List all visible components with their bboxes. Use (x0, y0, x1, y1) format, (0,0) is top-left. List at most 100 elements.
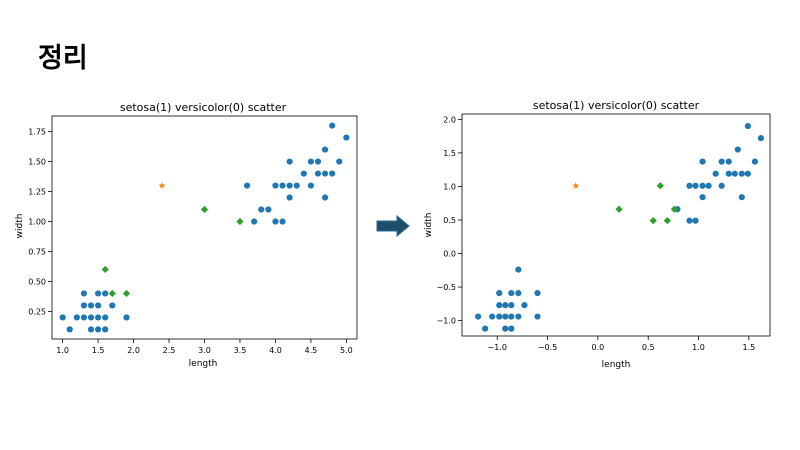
data-point (534, 313, 541, 320)
data-point (692, 217, 699, 224)
data-point (336, 158, 343, 165)
x-tick-label: 5.0 (340, 346, 353, 355)
x-tick-label: 4.5 (305, 346, 318, 355)
data-point (123, 314, 130, 321)
x-tick-label: 1.5 (742, 343, 755, 352)
data-point (307, 182, 314, 189)
right-arrow-icon (376, 214, 410, 238)
data-point (243, 182, 251, 189)
data-point (87, 326, 95, 333)
data-point (738, 194, 745, 201)
x-tick-label: 2.0 (127, 346, 140, 355)
data-point (87, 314, 95, 321)
x-axis-label: length (189, 359, 218, 369)
plot-area (51, 115, 358, 340)
data-point (251, 218, 258, 225)
y-tick-label: 1.50 (28, 158, 46, 167)
x-tick-label: 1.5 (92, 346, 105, 355)
data-point (73, 314, 80, 321)
x-tick-label: −0.5 (538, 343, 557, 352)
data-point (734, 146, 741, 153)
y-tick-label: 1.5 (443, 149, 456, 158)
slide-title: 정리 (38, 43, 88, 74)
scatter-chart-original: setosa(1) versicolor(0) scatter 1.0 1.5 2.… (15, 101, 358, 369)
data-point-diamond (649, 217, 657, 225)
x-tick-label: 0.5 (642, 343, 655, 352)
y-axis: −1.0 −0.5 0.0 0.5 1.0 1.5 2.0 (437, 115, 462, 326)
x-axis-label: length (602, 360, 631, 370)
plot-area (461, 113, 771, 337)
data-point-star (158, 181, 166, 189)
data-point (508, 313, 515, 320)
data-point (300, 170, 307, 177)
data-point (95, 326, 102, 333)
x-tick-label: 1.0 (56, 346, 69, 355)
x-tick-label: 3.0 (198, 346, 211, 355)
data-point-star (572, 182, 580, 189)
y-tick-label: −0.5 (437, 283, 456, 292)
data-point (87, 302, 95, 309)
data-point (80, 302, 88, 309)
data-point (502, 325, 509, 332)
data-point (329, 122, 336, 129)
data-point (272, 218, 279, 225)
data-point (725, 170, 732, 177)
y-tick-label: −1.0 (437, 317, 456, 326)
y-axis: 0.25 0.50 0.75 1.00 1.25 1.50 1.75 (28, 128, 52, 316)
x-axis: −1.0 −0.5 0.0 0.5 1.0 1.5 (488, 336, 755, 352)
data-point (66, 326, 73, 333)
arrow-shape (376, 214, 410, 238)
data-point (705, 182, 712, 189)
data-point (725, 158, 732, 165)
x-tick-label: 1.0 (692, 343, 705, 352)
data-point (321, 146, 329, 153)
data-point (102, 314, 109, 321)
data-points (475, 122, 765, 332)
data-point (738, 170, 745, 177)
data-point (692, 182, 699, 189)
y-tick-label: 0.0 (443, 250, 456, 259)
data-point (95, 302, 102, 309)
y-tick-label: 0.50 (28, 277, 46, 286)
data-point (718, 182, 725, 189)
data-point (109, 302, 116, 309)
data-point (496, 289, 503, 297)
data-point (59, 314, 66, 321)
data-point (286, 182, 293, 189)
data-point (80, 314, 88, 321)
data-point (265, 206, 272, 213)
data-point (744, 122, 751, 130)
data-point-diamond (108, 289, 116, 298)
data-point (502, 313, 509, 320)
y-tick-label: 1.0 (443, 182, 456, 191)
data-point (307, 158, 314, 165)
data-point-diamond (656, 182, 664, 190)
data-point-diamond (670, 205, 678, 213)
data-point (475, 313, 482, 320)
data-point (757, 135, 765, 142)
data-point (102, 326, 109, 333)
data-point (80, 290, 88, 297)
data-point-diamond (615, 205, 623, 213)
data-point (699, 182, 706, 189)
data-point (95, 314, 102, 321)
data-point (496, 302, 503, 309)
y-tick-label: 1.75 (28, 128, 46, 137)
x-tick-label: 0.0 (592, 343, 605, 352)
data-point (515, 266, 522, 273)
data-point (321, 194, 329, 201)
data-point (751, 158, 759, 165)
data-point (343, 134, 350, 141)
data-point (508, 289, 515, 297)
data-point (272, 182, 279, 189)
data-point (686, 217, 693, 224)
data-point (329, 170, 336, 177)
data-point (534, 289, 541, 297)
x-axis: 1.0 1.5 2.0 2.5 3.0 3.5 4.0 4.5 5.0 (56, 339, 353, 355)
chart-title: setosa(1) versicolor(0) scatter (533, 99, 700, 112)
data-point (699, 194, 706, 201)
data-point (508, 302, 515, 309)
data-point (515, 289, 522, 297)
data-point (712, 170, 719, 177)
data-point (293, 182, 300, 189)
